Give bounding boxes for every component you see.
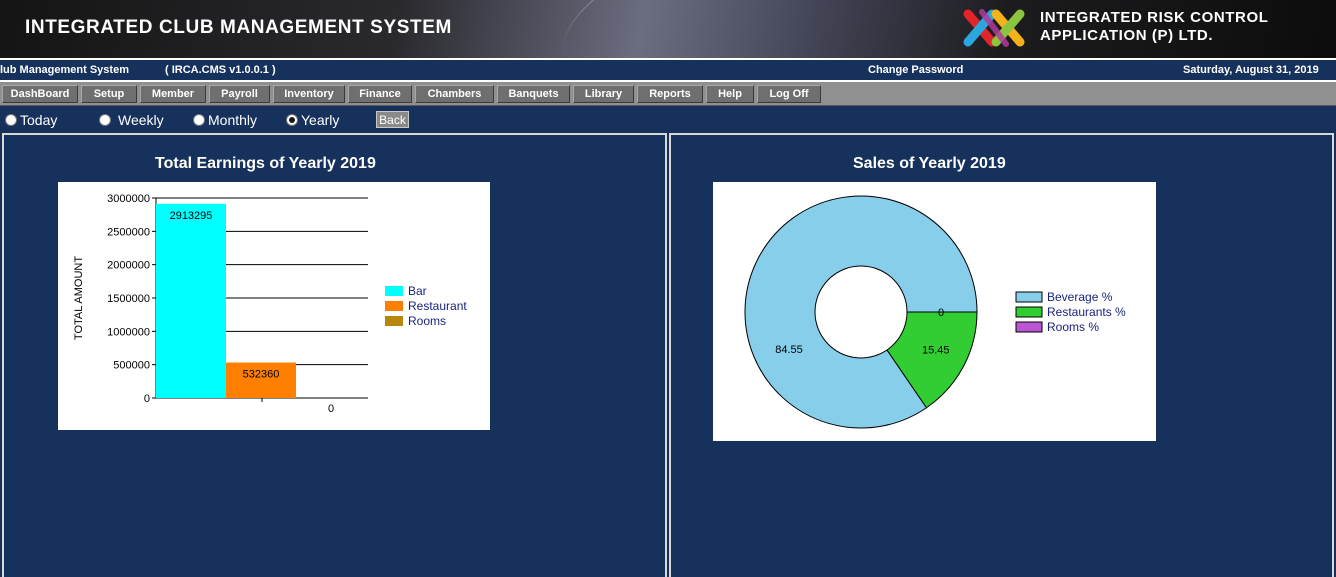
y-tick-label: 1000000: [107, 326, 150, 338]
radio-monthly-label: Monthly: [208, 112, 258, 128]
company-name-line2: APPLICATION (P) LTD.: [1040, 27, 1214, 44]
legend-label: Restaurant: [408, 299, 467, 313]
app-header: INTEGRATED CLUB MANAGEMENT SYSTEM INTEGR…: [0, 0, 1336, 58]
slice-data-label: 84.55: [775, 344, 803, 356]
legend-label: Rooms %: [1047, 320, 1099, 334]
bar-data-label: 532360: [243, 369, 280, 381]
menu-library[interactable]: Library: [573, 85, 634, 103]
main-menu: DashBoard Setup Member Payroll Inventory…: [0, 82, 1336, 106]
header-divider: [0, 58, 1336, 60]
y-tick-label: 2500000: [107, 226, 150, 238]
system-name: lub Management System: [0, 64, 129, 76]
legend-swatch: [385, 286, 403, 296]
radio-today[interactable]: Today: [5, 112, 57, 128]
earnings-panel: Total Earnings of Yearly 2019 0 500000 100…: [2, 133, 667, 577]
menu-banquets[interactable]: Banquets: [497, 85, 570, 103]
menu-payroll[interactable]: Payroll: [209, 85, 270, 103]
earnings-chart-container: 0 500000 1000000 1500000 2000000 2500000 30000…: [58, 182, 490, 430]
menu-chambers[interactable]: Chambers: [415, 85, 494, 103]
radio-yearly-label: Yearly: [301, 112, 340, 128]
radio-weekly-label: Weekly: [118, 112, 164, 128]
menu-log-off[interactable]: Log Off: [757, 85, 821, 103]
y-axis-label: TOTAL AMOUNT: [73, 256, 85, 340]
earnings-title: Total Earnings of Yearly 2019: [155, 155, 376, 172]
menu-finance[interactable]: Finance: [348, 85, 412, 103]
bar-data-label: 0: [328, 403, 334, 415]
radio-weekly[interactable]: Weekly: [99, 112, 164, 128]
back-button[interactable]: Back: [376, 111, 409, 128]
legend-swatch: [1015, 306, 1043, 318]
company-logo-icon: [963, 9, 1025, 47]
radio-monthly[interactable]: Monthly: [193, 112, 257, 128]
y-tick-label: 1500000: [107, 293, 150, 305]
legend-swatch: [1015, 321, 1043, 333]
menu-setup[interactable]: Setup: [81, 85, 137, 103]
radio-today-dot[interactable]: [5, 114, 17, 126]
info-bar: lub Management System ( IRCA.CMS v1.0.0.…: [0, 60, 1336, 80]
radio-yearly[interactable]: Yearly: [286, 112, 339, 128]
slice-data-label: 15.45: [922, 344, 950, 356]
bar-bar: [156, 203, 226, 398]
radio-weekly-dot[interactable]: [99, 114, 111, 126]
info-divider: [0, 80, 1336, 82]
radio-monthly-dot[interactable]: [193, 114, 205, 126]
header-swoosh-decoration: [547, 0, 933, 58]
slice-data-label: 0: [938, 307, 944, 319]
change-password-link[interactable]: Change Password: [868, 64, 964, 76]
sales-chart-container: 84.55 15.45 0 Beverage % Restaurants % Rooms …: [713, 182, 1156, 441]
legend-swatch: [1015, 291, 1043, 303]
period-selector: Today Weekly Monthly Yearly Back: [0, 109, 1336, 133]
legend-label: Rooms: [408, 314, 446, 328]
sales-title: Sales of Yearly 2019: [853, 155, 1006, 172]
company-name: INTEGRATED RISK CONTROL APPLICATION (P) …: [1040, 9, 1269, 45]
menu-dashboard[interactable]: DashBoard: [2, 85, 78, 103]
legend-swatch: [385, 316, 403, 326]
version-label: ( IRCA.CMS v1.0.0.1 ): [165, 64, 276, 76]
menu-help[interactable]: Help: [706, 85, 754, 103]
sales-donut-chart: 84.55 15.45 0 Beverage %Restaurants %Rooms …: [744, 195, 1126, 429]
radio-today-label: Today: [20, 112, 58, 128]
menu-member[interactable]: Member: [140, 85, 206, 103]
legend-label: Bar: [408, 284, 427, 298]
y-tick-label: 2000000: [107, 260, 150, 272]
earnings-bar-chart: 0 500000 1000000 1500000 2000000 2500000 30000…: [73, 193, 467, 415]
sales-panel: Sales of Yearly 2019 84.55 15.45 0 Beverage…: [669, 133, 1334, 577]
radio-yearly-dot[interactable]: [286, 114, 298, 126]
y-tick-label: 3000000: [107, 193, 150, 205]
bar-data-label: 2913295: [170, 210, 213, 222]
company-name-line1: INTEGRATED RISK CONTROL: [1040, 9, 1269, 26]
bar-restaurant: [226, 362, 296, 398]
menu-inventory[interactable]: Inventory: [273, 85, 345, 103]
y-tick-label: 0: [144, 393, 150, 405]
donut-hole: [814, 265, 908, 359]
legend-swatch: [385, 301, 403, 311]
legend-label: Restaurants %: [1047, 305, 1126, 319]
menu-reports[interactable]: Reports: [637, 85, 703, 103]
legend-label: Beverage %: [1047, 290, 1113, 304]
current-date: Saturday, August 31, 2019: [1183, 64, 1319, 76]
app-title: INTEGRATED CLUB MANAGEMENT SYSTEM: [25, 17, 452, 38]
y-tick-label: 500000: [113, 360, 150, 372]
